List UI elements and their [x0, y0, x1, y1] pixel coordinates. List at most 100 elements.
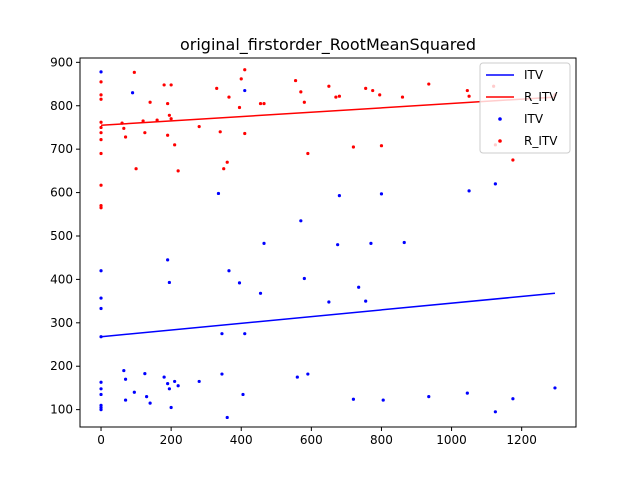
data-point-itv	[493, 410, 497, 414]
y-tick-label: 300	[50, 316, 73, 330]
data-point-itv	[99, 392, 103, 397]
data-point-r-itv	[400, 95, 405, 99]
data-point-itv	[402, 240, 406, 245]
data-point-itv	[258, 291, 263, 295]
data-point-r-itv	[99, 183, 103, 187]
fit-line-itv	[100, 292, 556, 338]
data-point-r-itv	[169, 117, 173, 121]
data-point-itv	[220, 372, 224, 376]
data-point-itv	[123, 377, 128, 381]
data-point-r-itv	[327, 84, 331, 88]
data-point-r-itv	[120, 121, 124, 125]
data-point-r-itv	[306, 151, 310, 156]
data-point-itv	[302, 276, 306, 281]
x-tick-label: 0	[97, 433, 105, 447]
data-point-r-itv	[262, 101, 266, 106]
data-point-r-itv	[222, 167, 226, 171]
data-point-itv	[99, 306, 103, 311]
data-point-itv	[337, 194, 341, 198]
data-point-r-itv	[132, 70, 136, 74]
data-point-itv	[220, 332, 224, 336]
data-point-itv	[306, 372, 310, 376]
x-tick-label: 800	[370, 433, 393, 447]
axes-frame	[79, 57, 577, 428]
data-point-itv	[197, 379, 201, 384]
data-point-itv	[381, 398, 385, 402]
data-point-r-itv	[166, 101, 170, 106]
y-tick-label: 500	[50, 229, 73, 243]
legend-label-r-itv: R_ITV	[524, 134, 558, 148]
data-point-r-itv	[371, 88, 375, 93]
data-point-r-itv	[299, 90, 303, 94]
y-tick-label: 600	[50, 186, 73, 200]
data-point-itv	[357, 285, 361, 289]
data-point-itv	[493, 182, 497, 186]
plot-area	[99, 68, 557, 420]
data-point-r-itv	[379, 144, 384, 148]
legend-label-itv: ITV	[524, 112, 544, 126]
data-point-r-itv	[99, 138, 103, 142]
data-point-r-itv	[364, 86, 368, 90]
data-point-itv	[99, 408, 103, 412]
data-point-itv	[99, 70, 103, 74]
data-point-itv	[427, 395, 431, 399]
data-point-r-itv	[162, 83, 166, 87]
data-point-r-itv	[239, 77, 243, 81]
data-point-r-itv	[148, 100, 152, 104]
data-point-r-itv	[237, 105, 242, 110]
data-point-r-itv	[337, 94, 341, 98]
data-point-itv	[148, 401, 152, 405]
data-point-r-itv	[99, 131, 103, 135]
data-point-itv	[299, 219, 303, 223]
x-tick-label: 600	[300, 433, 323, 447]
data-point-r-itv	[293, 78, 298, 83]
data-point-r-itv	[302, 100, 306, 104]
data-point-itv	[465, 391, 469, 395]
data-point-itv	[166, 381, 170, 386]
data-point-r-itv	[99, 151, 103, 156]
data-point-itv	[143, 372, 147, 376]
data-point-r-itv	[215, 86, 219, 90]
data-point-r-itv	[225, 160, 229, 164]
data-point-r-itv	[169, 83, 173, 87]
x-tick-label: 1000	[436, 433, 467, 447]
data-point-r-itv	[467, 94, 471, 98]
data-point-r-itv	[378, 93, 382, 97]
data-point-r-itv	[99, 120, 103, 124]
data-point-itv	[167, 387, 171, 391]
data-point-r-itv	[351, 145, 356, 149]
data-point-itv	[327, 300, 331, 304]
legend-marker-itv	[498, 117, 502, 121]
data-point-itv	[262, 241, 266, 245]
data-point-itv	[123, 398, 128, 402]
data-point-r-itv	[218, 130, 222, 134]
y-tick-label: 700	[50, 142, 73, 156]
data-point-itv	[351, 397, 356, 401]
data-point-itv	[145, 395, 149, 399]
data-point-r-itv	[176, 169, 180, 173]
data-point-r-itv	[99, 125, 103, 130]
legend-label-itv: ITV	[524, 68, 544, 82]
x-tick-label: 200	[160, 433, 183, 447]
x-tick-label: 400	[230, 433, 253, 447]
x-tick-label: 1200	[506, 433, 537, 447]
y-tick-label: 900	[50, 55, 73, 69]
data-point-r-itv	[155, 118, 159, 122]
data-point-r-itv	[427, 82, 431, 86]
data-point-itv	[99, 269, 103, 273]
data-point-itv	[364, 299, 368, 303]
data-point-itv	[130, 91, 135, 95]
legend-marker-r-itv	[498, 139, 502, 143]
chart-title: original_firstorder_RootMeanSquared	[180, 35, 476, 55]
data-point-r-itv	[99, 206, 103, 210]
data-point-r-itv	[141, 119, 145, 123]
data-point-itv	[173, 379, 177, 384]
data-point-r-itv	[227, 95, 231, 99]
legend: ITV R_ITV ITV R_ITV	[479, 62, 571, 154]
data-point-r-itv	[167, 113, 171, 117]
data-point-itv	[99, 380, 103, 384]
legend-label-r-itv: R_ITV	[524, 90, 558, 104]
y-tick-label: 800	[50, 99, 73, 113]
data-point-itv	[369, 241, 373, 245]
